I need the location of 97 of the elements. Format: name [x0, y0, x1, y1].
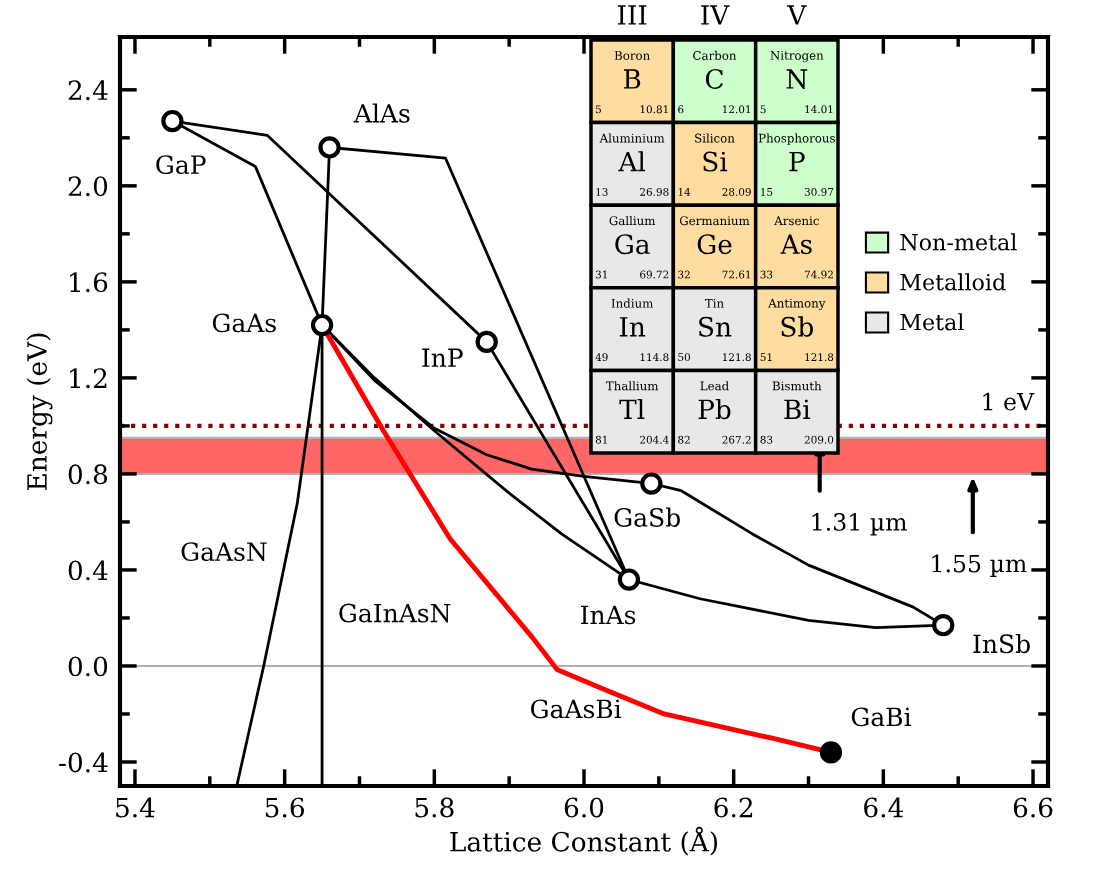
annotation: Ge [697, 234, 732, 255]
x-tick-label: 5.6 [265, 797, 304, 818]
annotation: 51 [760, 353, 772, 362]
annotation: Tin [704, 298, 724, 308]
annotation: Al [618, 151, 646, 172]
annotation: 121.8 [805, 353, 834, 362]
annotation: Arsenic [774, 216, 819, 226]
y-tick-label: 0.8 [68, 464, 108, 485]
x-tick-label: 5.4 [116, 797, 155, 818]
annotation: 49 [595, 353, 608, 362]
annotation: 14 [678, 187, 691, 196]
y-tick-label: 2.4 [68, 80, 108, 101]
annotation: N [786, 69, 808, 89]
annotation: 69.72 [640, 270, 669, 279]
annotation: 13 [596, 187, 608, 196]
annotation: Boron [614, 51, 650, 60]
x-tick-label: 6.0 [564, 797, 604, 818]
annotation: Germanium [679, 216, 750, 226]
legend-label: Metal [900, 313, 964, 331]
category-label: IV [701, 5, 730, 25]
annotation: 121.8 [723, 353, 751, 362]
ref-line-label: 1 eV [983, 392, 1035, 411]
annotation: Bi [784, 399, 811, 419]
annotation: Phosphorous [758, 133, 835, 145]
ref-line-label: 1.55 µm [932, 554, 1027, 578]
annotation: 81 [595, 435, 607, 444]
annotation: 209.0 [804, 435, 834, 444]
annotation: Sb [781, 316, 813, 337]
annotation: Aluminium [599, 133, 665, 143]
y-tick-label: 1.6 [70, 272, 108, 293]
annotation: GaSb [614, 507, 680, 527]
annotation: 15 [761, 187, 773, 196]
annotation: Gallium [609, 216, 656, 226]
annotation: 114.8 [640, 353, 669, 362]
annotation: 33 [760, 270, 773, 279]
annotation: 6 [678, 105, 684, 114]
annotation: AlAs [353, 103, 410, 123]
annotation: C [705, 69, 724, 89]
x-tick-label: 6.2 [714, 797, 753, 818]
annotation: GaBi [851, 707, 912, 727]
annotation: As [780, 234, 812, 255]
annotation: InSb [973, 633, 1030, 654]
annotation: Sn [699, 316, 732, 337]
annotation: Pb [698, 398, 731, 420]
annotation: Antimony [768, 298, 826, 311]
annotation: GaAsN [181, 542, 267, 562]
annotation: 5 [596, 105, 601, 114]
annotation: Nitrogen [770, 50, 824, 63]
annotation: 12.01 [723, 105, 751, 114]
y-tick-label: 0.4 [68, 560, 108, 581]
category-label: III [617, 5, 647, 25]
x-tick-label: 5.8 [415, 797, 454, 818]
annotation: Thallium [605, 381, 659, 391]
x-tick-label: 6.6 [1013, 797, 1053, 818]
annotation: 14.01 [805, 105, 833, 114]
annotation: 74.92 [804, 270, 833, 279]
annotation: 83 [760, 435, 773, 444]
annotation: InP [422, 348, 463, 367]
annotation: GaAsBi [530, 699, 622, 719]
annotation: Indium [611, 298, 654, 308]
annotation: 10.81 [640, 105, 668, 114]
x-axis-title: Lattice Constant (Å) [450, 826, 718, 856]
annotation: In [619, 317, 646, 337]
annotation: 82 [678, 435, 690, 444]
y-tick-label: 2.0 [68, 176, 108, 197]
annotation: GaInAsN [339, 603, 451, 623]
annotation: 28.09 [722, 187, 751, 196]
annotation: 26.98 [640, 187, 669, 196]
annotation: Lead [700, 381, 729, 391]
y-tick-label: 0.0 [68, 656, 108, 677]
y-tick-label: -0.4 [59, 752, 108, 773]
annotation: InAs [581, 605, 636, 625]
annotation: 267.2 [722, 435, 751, 444]
annotation: 204.4 [640, 435, 669, 444]
annotation: 30.97 [804, 187, 834, 196]
annotation: Si [703, 151, 728, 172]
legend-label: Metalloid [900, 273, 1006, 291]
annotation: 5 [760, 105, 766, 114]
x-tick-label: 6.4 [864, 797, 904, 818]
annotation: GaAs [212, 313, 276, 333]
annotation: Carbon [693, 50, 737, 60]
annotation: B [623, 69, 641, 89]
annotation: GaP [156, 155, 206, 175]
annotation: Silicon [695, 133, 735, 143]
annotation: Tl [619, 398, 645, 419]
annotation: 31 [595, 270, 607, 279]
y-tick-label: 1.2 [70, 368, 107, 389]
annotation: 72.61 [722, 270, 751, 279]
annotation: 32 [678, 270, 690, 279]
y-axis-title: Energy (eV) [26, 333, 53, 491]
annotation: Ga [615, 234, 650, 255]
annotation: Bismuth [772, 381, 822, 391]
ref-line-label: 1.31 µm [812, 513, 907, 536]
annotation: 50 [678, 353, 691, 362]
annotation: P [789, 151, 805, 172]
category-label: V [787, 5, 807, 25]
legend-label: Non-metal [900, 233, 1017, 251]
